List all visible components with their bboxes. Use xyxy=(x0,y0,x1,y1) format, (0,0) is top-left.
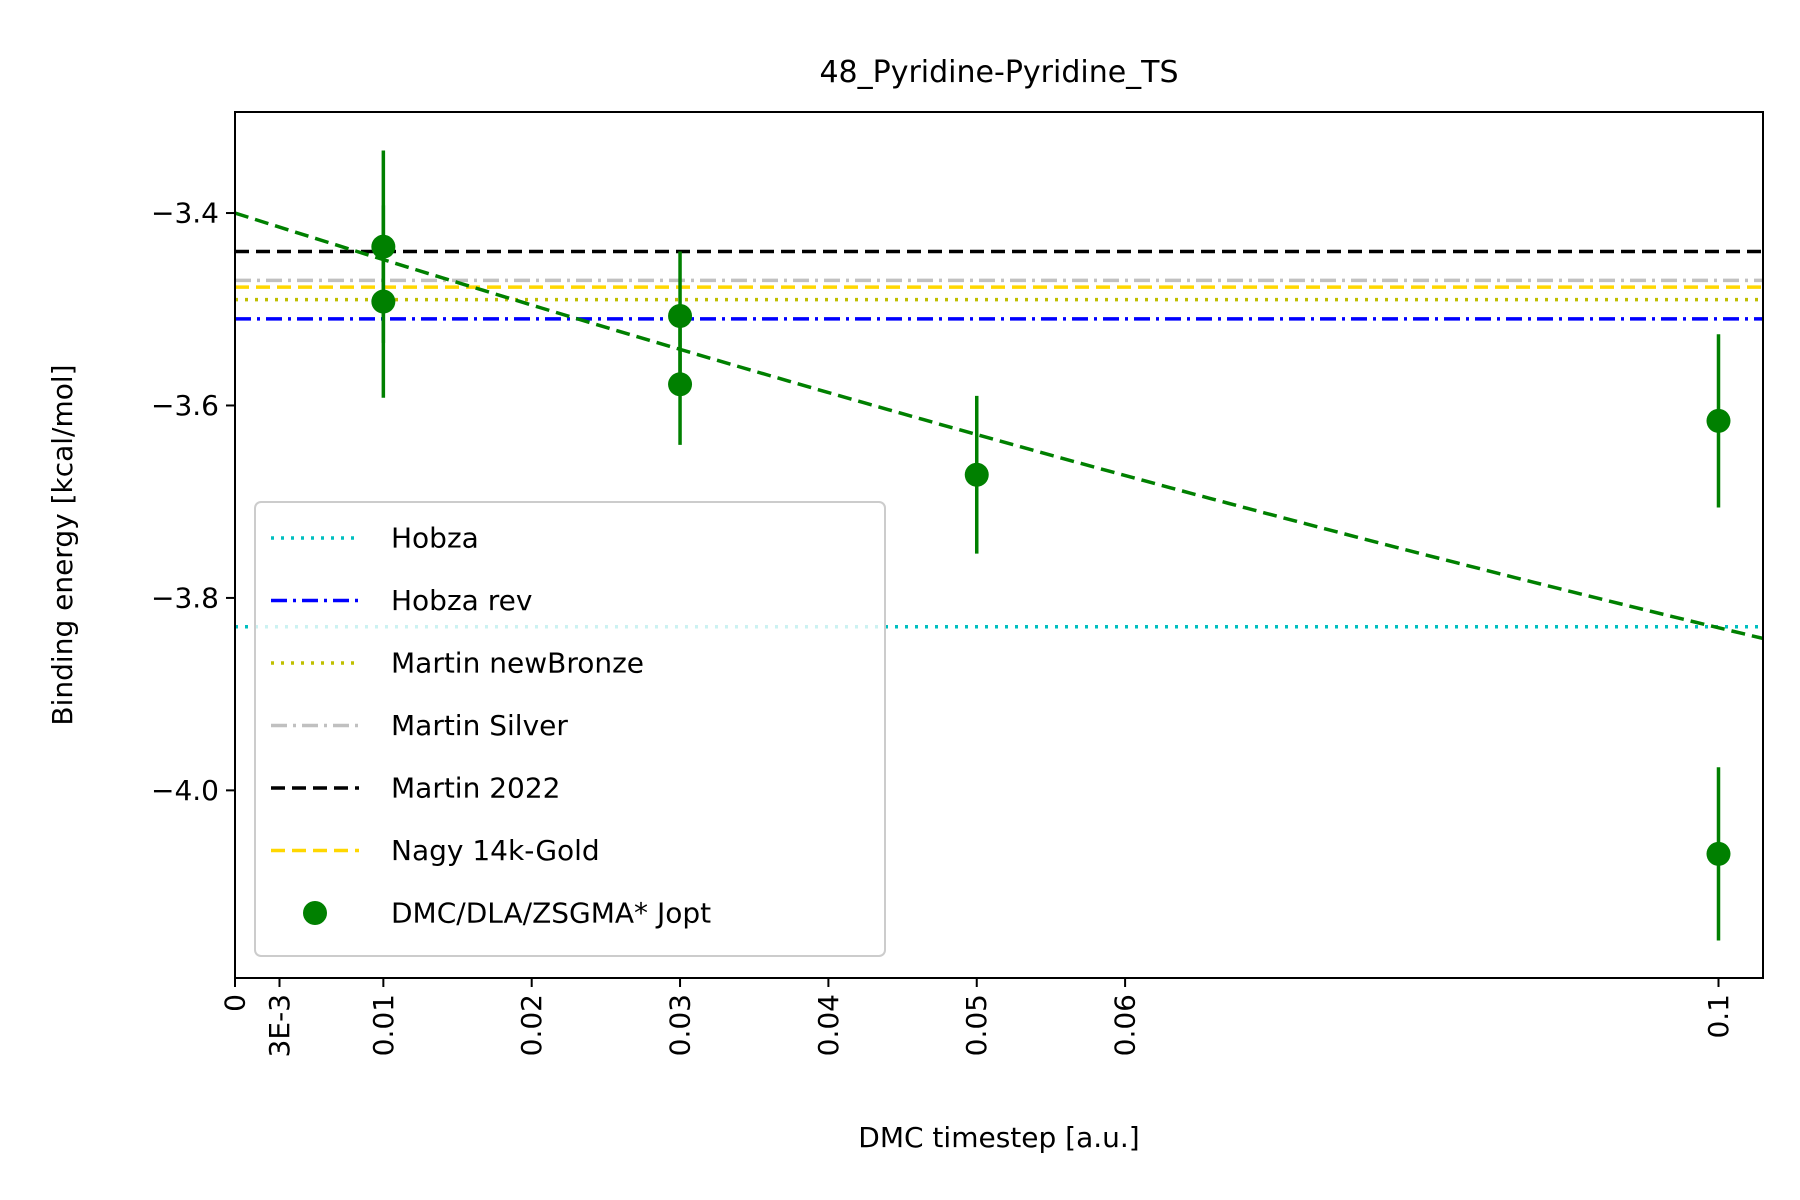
reference-lines xyxy=(235,249,1763,629)
x-tick-label: 0 xyxy=(219,994,252,1012)
y-ticks: −3.4 −3.6 −3.8 −4.0 xyxy=(151,197,235,807)
legend-label: Hobza xyxy=(391,522,479,555)
x-tick-label: 0.03 xyxy=(664,994,697,1056)
legend-label: DMC/DLA/ZSGMA* Jopt xyxy=(391,897,711,930)
data-point xyxy=(1706,408,1731,433)
legend-label: Martin newBronze xyxy=(391,647,644,680)
data-points xyxy=(371,150,1731,941)
x-tick-label: 0.04 xyxy=(812,994,845,1056)
data-point xyxy=(964,462,989,487)
legend-label: Hobza rev xyxy=(391,584,532,617)
y-tick-label: −3.4 xyxy=(151,197,219,230)
x-tick-label: 3E-3 xyxy=(263,994,296,1057)
data-point xyxy=(668,303,693,328)
legend-box xyxy=(254,501,886,957)
y-axis-label: Binding energy [kcal/mol] xyxy=(46,364,79,725)
legend-swatch xyxy=(303,901,327,925)
data-point xyxy=(668,372,693,397)
y-tick-label: −3.8 xyxy=(151,581,219,614)
x-tick-label: 0.02 xyxy=(515,994,548,1056)
x-tick-label: 0.01 xyxy=(367,994,400,1056)
chart-title: 48_Pyridine-Pyridine_TS xyxy=(819,55,1178,90)
plot-frame xyxy=(234,111,1764,979)
legend-label: Nagy 14k-Gold xyxy=(391,834,600,867)
fit-line xyxy=(235,211,1763,641)
y-tick-label: −3.6 xyxy=(151,389,219,422)
x-axis-label: DMC timestep [a.u.] xyxy=(858,1121,1139,1154)
legend: Hobza Hobza rev Martin newBronze Martin Sil… xyxy=(254,501,886,957)
legend-label: Martin 2022 xyxy=(391,772,561,805)
fit-line-group xyxy=(235,211,1763,641)
y-tick-label: −4.0 xyxy=(151,774,219,807)
legend-label: Martin Silver xyxy=(391,709,568,742)
data-point xyxy=(371,289,396,314)
data-point xyxy=(1706,841,1731,866)
x-tick-label: 0.1 xyxy=(1702,994,1735,1039)
x-ticks: 0 3E-3 0.01 0.02 0.03 0.04 0.05 0.06 0.1 xyxy=(219,978,1735,1057)
x-tick-label: 0.06 xyxy=(1109,994,1142,1056)
x-tick-label: 0.05 xyxy=(960,994,993,1056)
